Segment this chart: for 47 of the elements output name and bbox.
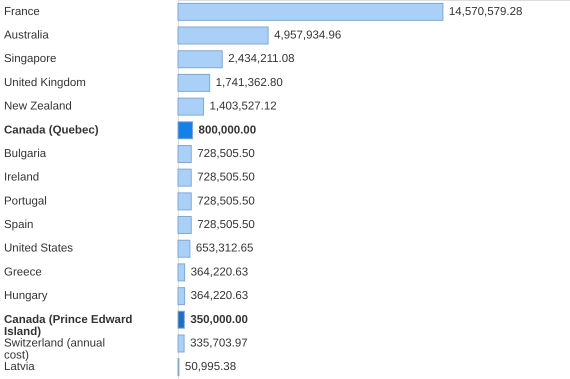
data-label: 728,505.50	[197, 172, 255, 184]
y-tick-label: Portugal	[4, 195, 47, 208]
data-label: 653,312.65	[196, 242, 254, 255]
data-label: 728,505.50	[197, 195, 255, 208]
bar	[178, 98, 204, 116]
bar	[178, 2, 444, 21]
y-tick-label: United Kingdom	[4, 76, 86, 89]
data-label: 50,995.38	[184, 361, 236, 374]
y-tick-label: Canada (Quebec)	[4, 124, 99, 136]
data-label: 364,220.63	[190, 266, 248, 278]
bar	[178, 334, 185, 352]
y-tick-label: Latvia	[4, 361, 36, 374]
data-label: 335,703.97	[190, 337, 248, 350]
bar	[178, 74, 210, 92]
y-tick-label: Australia	[4, 30, 50, 42]
y-tick-label: Bulgaria	[4, 148, 47, 160]
data-label: 1,741,362.80	[216, 76, 283, 89]
y-tick-label: France	[4, 6, 40, 18]
y-tick-label: Switzerland (annual cost)	[4, 337, 106, 362]
y-tick-label: Hungary	[4, 290, 48, 302]
bar	[178, 216, 192, 234]
data-label: 2,434,211.08	[228, 53, 295, 66]
bar	[178, 192, 192, 210]
bar	[178, 121, 194, 140]
bar	[178, 310, 185, 329]
bar	[178, 50, 223, 68]
data-label: 800,000.00	[198, 124, 256, 136]
data-label: 728,505.50	[197, 219, 255, 232]
data-label: 364,220.63	[190, 290, 248, 302]
y-tick-label: United States	[4, 242, 74, 255]
bar	[178, 26, 269, 45]
data-label: 350,000.00	[190, 314, 248, 326]
data-label: 4,957,934.96	[274, 30, 342, 42]
y-tick-label: Spain	[4, 219, 34, 232]
y-tick-label: Ireland	[4, 172, 40, 184]
y-tick-label: Greece	[4, 266, 42, 278]
data-label: 14,570,579.28	[448, 6, 522, 18]
y-tick-label: New Zealand	[4, 100, 72, 113]
bar	[178, 287, 186, 306]
bar	[178, 144, 192, 163]
y-tick-label: Canada (Prince Edward Island)	[4, 314, 132, 338]
data-label: 1,403,527.12	[210, 100, 277, 113]
bar	[178, 168, 192, 187]
data-label: 728,505.50	[197, 148, 255, 160]
y-tick-label: Singapore	[4, 53, 56, 66]
bar	[178, 240, 190, 258]
bar	[178, 263, 186, 282]
